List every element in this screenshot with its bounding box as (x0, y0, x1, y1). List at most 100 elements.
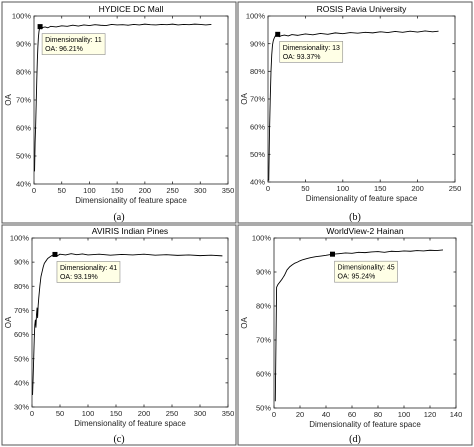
data-point (50, 26, 51, 27)
data-point (404, 250, 405, 251)
data-point (122, 24, 123, 25)
data-point (82, 253, 83, 254)
data-point (37, 308, 38, 309)
y-tick-label: 50% (14, 354, 29, 363)
x-tick-label: 150 (111, 186, 124, 195)
datatip-oa: OA: 93.19% (60, 274, 98, 281)
data-point (133, 24, 134, 25)
axes-box (273, 237, 457, 409)
data-point (410, 251, 411, 252)
datatip-box (334, 260, 398, 283)
oa-series-line (274, 249, 444, 402)
data-point (395, 31, 396, 32)
data-point (35, 142, 36, 143)
y-tick-label: 70% (250, 95, 265, 104)
data-point (38, 298, 39, 299)
data-point (188, 254, 189, 255)
data-point (327, 34, 328, 35)
y-tick-label: 80% (256, 302, 271, 311)
data-point (276, 287, 277, 288)
y-tick-label: 100% (12, 12, 32, 21)
data-point (117, 24, 118, 25)
data-point (335, 32, 336, 33)
panel-caption: (d) (349, 434, 361, 445)
datatip-box (279, 41, 344, 63)
data-point (61, 25, 62, 26)
data-point (410, 31, 411, 32)
chart-title: HYDICE DC Mall (99, 4, 164, 14)
y-axis-title: OA (240, 317, 249, 329)
best-point-marker (52, 251, 58, 257)
y-tick-label: 50% (250, 150, 265, 159)
data-point (312, 34, 313, 35)
x-tick-label: 100 (398, 410, 411, 419)
data-point (315, 256, 316, 257)
data-point (211, 255, 212, 256)
data-point (45, 26, 46, 27)
data-point (111, 24, 112, 25)
data-point (139, 24, 140, 25)
y-tick-label: 60% (256, 370, 271, 379)
y-axis-title: OA (4, 94, 13, 106)
data-point (443, 249, 444, 250)
data-point (339, 253, 340, 254)
data-point (37, 46, 38, 47)
datatip-oa: OA: 95.24% (338, 274, 376, 281)
data-point (273, 38, 274, 39)
x-tick-label: 200 (138, 409, 151, 418)
data-point (47, 27, 48, 28)
oa-series-line (268, 30, 439, 181)
data-point (281, 35, 282, 36)
data-point (36, 102, 37, 103)
data-point (44, 263, 45, 264)
data-point (365, 252, 366, 253)
data-point (280, 281, 281, 282)
data-point (155, 24, 156, 25)
data-point (121, 254, 122, 255)
data-point (320, 33, 321, 34)
data-point (177, 255, 178, 256)
y-tick-label: 60% (250, 122, 265, 131)
y-tick-label: 50% (256, 404, 271, 413)
data-point (34, 171, 35, 172)
data-point (281, 279, 282, 280)
data-point (35, 320, 36, 321)
data-point (78, 26, 79, 27)
x-tick-label: 100 (83, 186, 96, 195)
data-point (402, 32, 403, 33)
data-point (183, 24, 184, 25)
data-point (358, 252, 359, 253)
data-point (49, 256, 50, 257)
data-point (432, 31, 433, 32)
data-point (270, 99, 271, 100)
data-point (275, 401, 276, 402)
data-point (372, 32, 373, 33)
y-tick-label: 40% (14, 378, 29, 387)
data-point (200, 24, 201, 25)
x-tick-label: 300 (194, 409, 207, 418)
chart-title: AVIRIS Indian Pines (92, 226, 168, 236)
data-point (365, 32, 366, 33)
data-point (300, 260, 301, 261)
data-point (378, 251, 379, 252)
data-point (71, 253, 72, 254)
data-point (391, 251, 392, 252)
data-point (42, 271, 43, 272)
data-point (222, 255, 223, 256)
data-point (37, 317, 38, 318)
data-point (320, 256, 321, 257)
y-tick-label: 30% (14, 403, 29, 412)
data-point (33, 378, 34, 379)
x-tick-label: 120 (424, 410, 437, 419)
y-tick-label: 80% (14, 282, 29, 291)
x-tick-label: 0 (32, 186, 36, 195)
y-tick-label: 70% (16, 96, 31, 105)
data-point (292, 264, 293, 265)
data-point (279, 282, 280, 283)
data-point (155, 255, 156, 256)
data-point (397, 251, 398, 252)
data-point (34, 339, 35, 340)
data-point (277, 284, 278, 285)
data-point (200, 255, 201, 256)
data-point (310, 257, 311, 258)
